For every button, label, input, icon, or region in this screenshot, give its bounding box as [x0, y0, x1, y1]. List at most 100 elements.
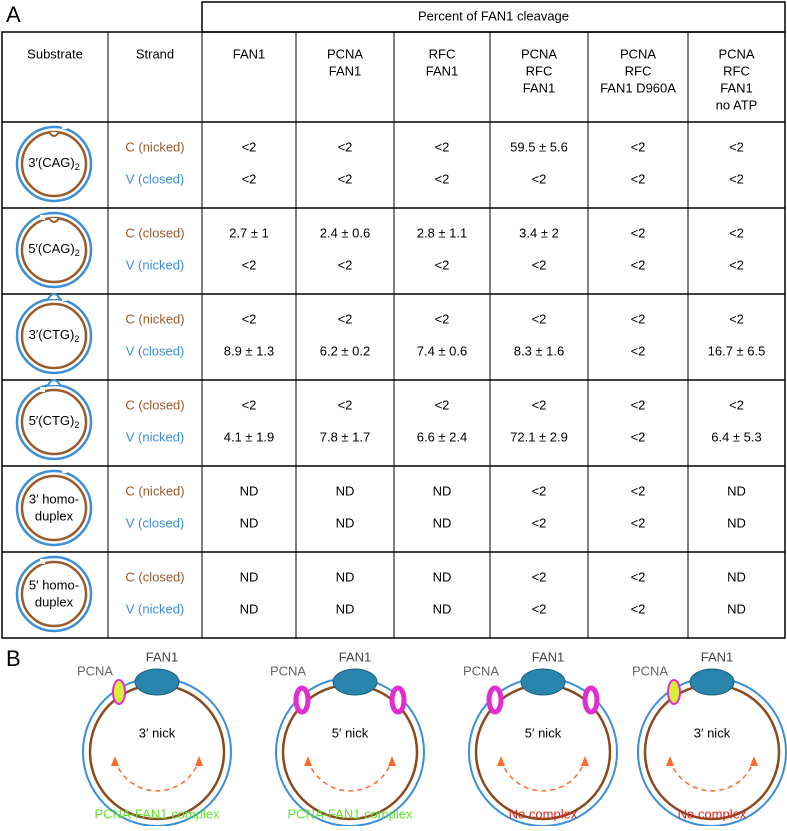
pcna-label: PCNA	[463, 663, 499, 678]
cell-value: <2	[242, 171, 257, 186]
cell-value: <2	[631, 171, 646, 186]
cell-value: 72.1 ± 2.9	[510, 429, 568, 444]
nick-label: 3′ nick	[694, 725, 731, 740]
fan1-protein	[520, 668, 566, 696]
cell-value: 7.4 ± 0.6	[417, 343, 468, 358]
cell-value: ND	[240, 515, 259, 530]
cell-value: <2	[435, 397, 450, 412]
fan1-protein	[689, 668, 735, 696]
substrate-inner	[20, 474, 88, 542]
arrow-head	[304, 756, 312, 766]
cell-value: <2	[435, 311, 450, 326]
column-header: PCNA	[521, 46, 557, 61]
substrate-sub: 2	[74, 420, 79, 430]
cell-value: <2	[631, 343, 646, 358]
fan1-label: FAN1	[701, 649, 734, 664]
substrate-label: duplex	[35, 508, 74, 523]
arrow-head	[666, 756, 674, 766]
caption: PCNA-FAN1 complex	[95, 806, 220, 821]
arrow-head	[111, 756, 119, 766]
cell-value: <2	[435, 171, 450, 186]
loop	[48, 131, 60, 137]
column-header: RFC	[723, 63, 750, 78]
cell-value: 7.8 ± 1.7	[320, 429, 371, 444]
fan1-label: FAN1	[339, 649, 372, 664]
cell-value: <2	[242, 311, 257, 326]
cell-value: 2.7 ± 1	[229, 225, 269, 240]
nick	[62, 468, 67, 473]
substrate-name: 5′(CTG)	[29, 413, 75, 428]
nick-label: 5′ nick	[332, 725, 369, 740]
column-header: FAN1	[329, 63, 362, 78]
substrate-label: 5′(CAG)2	[28, 241, 80, 258]
fan1-label: FAN1	[146, 649, 179, 664]
header: Percent of FAN1 cleavage	[418, 8, 569, 23]
cell-value: ND	[727, 483, 746, 498]
cell-value: <2	[631, 569, 646, 584]
column-header: Strand	[136, 46, 174, 61]
substrate-outer	[15, 125, 93, 203]
loop	[48, 217, 60, 223]
loop	[47, 379, 61, 386]
cell-value: <2	[631, 257, 646, 272]
substrate-inner	[20, 388, 88, 456]
substrate-outer	[15, 211, 93, 289]
cell-value: <2	[338, 257, 353, 272]
rfc-ring	[389, 685, 407, 715]
cell-value: <2	[631, 311, 646, 326]
cell-value: 59.5 ± 5.6	[510, 139, 568, 154]
rfc-ring	[293, 685, 311, 715]
substrate-label: 3′(CTG)2	[29, 327, 80, 344]
strand-label: V (closed)	[126, 343, 185, 358]
cell-value: 6.4 ± 5.3	[711, 429, 762, 444]
cell-value: ND	[240, 601, 259, 616]
panel-label: B	[6, 646, 21, 671]
cell-value: 6.2 ± 0.2	[320, 343, 371, 358]
strand-label: C (closed)	[125, 397, 184, 412]
substrate-name: 5′(CAG)	[28, 241, 75, 256]
cell-value: ND	[240, 483, 259, 498]
caption: No complex	[509, 806, 578, 821]
nick	[62, 124, 67, 129]
nick-label: 5′ nick	[525, 725, 562, 740]
cell-value: 8.3 ± 1.6	[514, 343, 565, 358]
substrate-label: 3′(CAG)2	[28, 155, 80, 172]
cell-value: 3.4 ± 2	[519, 225, 559, 240]
cell-value: <2	[338, 311, 353, 326]
cell-value: <2	[729, 311, 744, 326]
cell-value: <2	[729, 139, 744, 154]
pcna-label: PCNA	[632, 663, 668, 678]
nick-label: 3′ nick	[139, 725, 176, 740]
arrow-arc	[500, 759, 586, 792]
strand-label: V (closed)	[126, 171, 185, 186]
cell-value: <2	[532, 171, 547, 186]
nick	[40, 215, 45, 220]
strand-label: C (nicked)	[125, 311, 184, 326]
column-header: PCNA	[718, 46, 754, 61]
cell-value: <2	[338, 397, 353, 412]
cell-value: <2	[338, 139, 353, 154]
cell-value: 8.9 ± 1.3	[224, 343, 275, 358]
cell-value: ND	[433, 569, 452, 584]
substrate-label: 3′ homo-	[29, 491, 79, 506]
substrate-inner	[20, 302, 88, 370]
arrow-head	[497, 756, 505, 766]
substrate-inner	[20, 560, 88, 628]
outer-strand	[637, 677, 787, 827]
arrow-arc	[114, 759, 200, 792]
cell-value: ND	[727, 515, 746, 530]
column-header: FAN1	[233, 46, 266, 61]
cell-value: <2	[631, 601, 646, 616]
cell-value: <2	[242, 257, 257, 272]
inner-strand	[88, 683, 226, 821]
cell-value: <2	[729, 171, 744, 186]
column-header: RFC	[429, 46, 456, 61]
substrate-outer	[15, 469, 93, 547]
pcna-label: PCNA	[77, 663, 113, 678]
cell-value: 2.8 ± 1.1	[417, 225, 468, 240]
substrate-name: 3′(CTG)	[29, 327, 75, 342]
cell-value: <2	[435, 139, 450, 154]
cell-value: <2	[631, 515, 646, 530]
substrate-name: 3′(CAG)	[28, 155, 75, 170]
column-header: PCNA	[327, 46, 363, 61]
